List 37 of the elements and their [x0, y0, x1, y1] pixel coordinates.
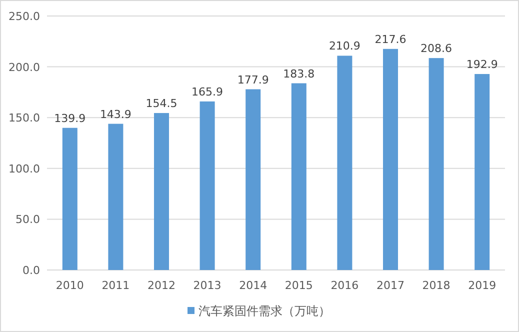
x-tick-label: 2010 — [56, 279, 84, 292]
y-tick-label: 50.0 — [16, 213, 40, 226]
x-tick-label: 2019 — [468, 279, 496, 292]
data-label: 143.9 — [100, 108, 132, 121]
bar — [337, 56, 352, 270]
data-label: 208.6 — [420, 42, 452, 56]
x-tick-label: 2011 — [102, 279, 130, 292]
data-label: 165.9 — [192, 85, 224, 98]
bar — [62, 128, 78, 270]
y-tick-label: 250.0 — [8, 10, 40, 23]
data-label: 210.9 — [328, 40, 360, 53]
y-tick-label: 200.0 — [8, 60, 40, 74]
x-tick-label: 2015 — [284, 279, 313, 292]
data-label: 154.5 — [146, 97, 178, 110]
y-tick-label: 100.0 — [8, 162, 40, 176]
data-label: 183.8 — [283, 67, 315, 80]
bar — [200, 101, 215, 270]
data-label: 139.9 — [54, 112, 86, 125]
data-label: 177.9 — [237, 73, 269, 86]
data-label: 217.6 — [374, 32, 406, 46]
bar — [154, 113, 169, 270]
x-tick-label: 2016 — [330, 279, 359, 292]
bar — [108, 124, 124, 270]
bar — [428, 58, 444, 270]
legend-label: 汽车紧固件需求（万吨） — [198, 304, 330, 318]
x-tick-label: 2018 — [422, 279, 450, 292]
x-tick-label: 2014 — [239, 279, 268, 292]
bar — [383, 48, 398, 270]
y-tick-label: 150.0 — [8, 112, 40, 125]
x-tick-label: 2013 — [193, 279, 222, 292]
bar — [474, 74, 490, 270]
x-tick-label: 2017 — [376, 279, 404, 292]
data-label: 192.9 — [466, 58, 498, 72]
y-tick-label: 0.0 — [22, 264, 40, 277]
bar — [246, 89, 261, 270]
bar — [291, 83, 306, 270]
x-tick-label: 2012 — [148, 279, 176, 292]
